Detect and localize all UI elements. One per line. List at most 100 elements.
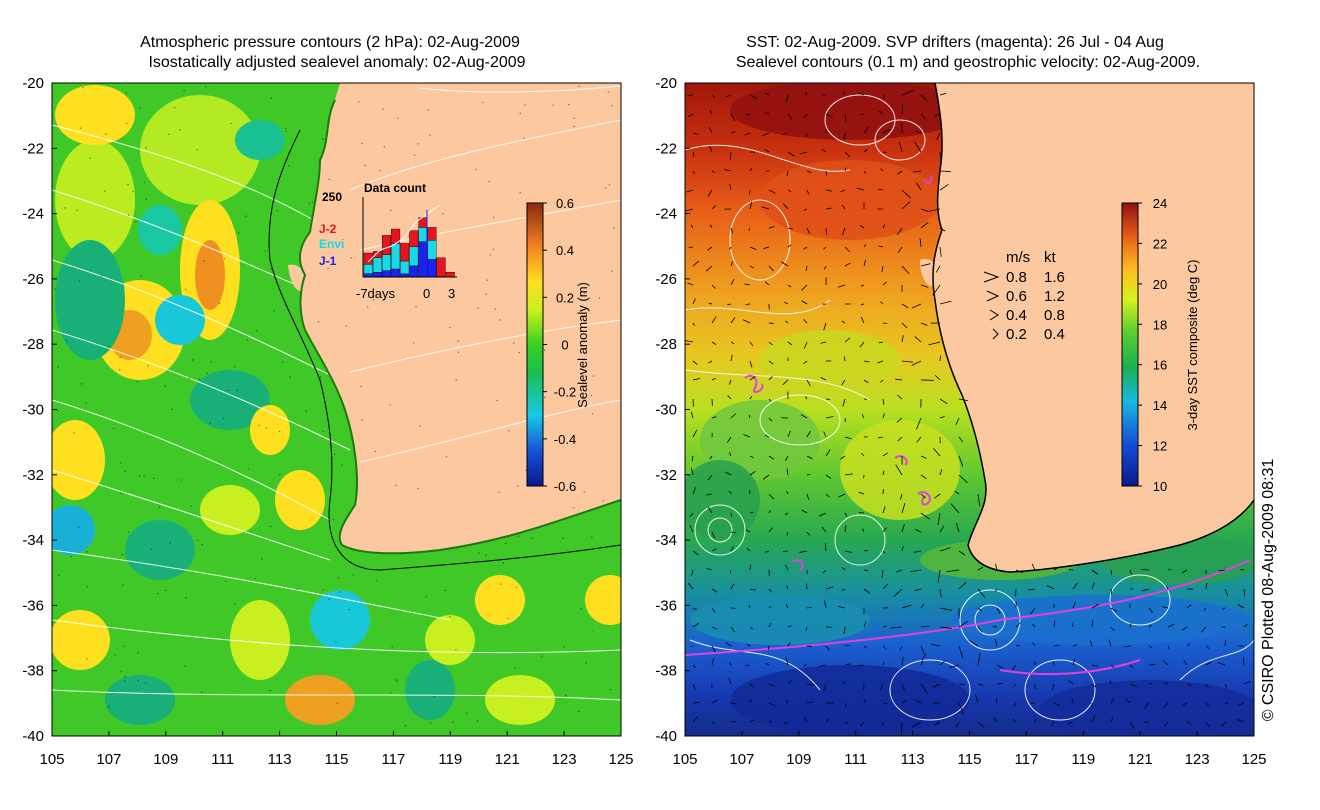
velocity-arrow [806,379,811,387]
velocity-arrow [726,436,732,443]
velocity-arrow [692,664,696,669]
velocity-arrow [897,436,903,442]
velocity-arrow [785,564,789,571]
velocity-arrow [996,607,1001,615]
velocity-arrow [825,207,832,210]
track-dot [492,248,495,251]
track-dot [57,410,59,412]
track-dot [430,722,432,724]
velocity-arrow [805,626,808,631]
velocity-arrow [690,411,694,419]
track-dot [584,292,586,294]
track-dot [222,417,225,420]
velocity-arrow [880,301,884,305]
track-dot [345,325,348,327]
velocity-arrow [863,645,868,649]
right-x-tick-label: 125 [1241,751,1266,768]
track-dot [104,190,106,192]
track-dot [580,608,582,610]
velocity-legend-arrow [992,328,999,340]
velocity-arrow [806,606,812,609]
track-dot [475,168,478,171]
velocity-arrow [920,683,929,694]
velocity-arrow [1091,620,1094,628]
velocity-arrow [1072,644,1078,647]
velocity-arrow [787,189,792,193]
velocity-arrow [1034,718,1037,723]
inset-bar-cyan [372,257,382,273]
velocity-arrow [882,452,888,457]
track-dot [518,351,520,354]
inset-bar-cyan [382,254,392,271]
right-y-tick-label: -26 [655,271,677,288]
velocity-arrow [687,113,694,118]
track-dot [246,339,249,341]
velocity-arrow [787,244,792,248]
track-dot [127,531,130,533]
velocity-arrow [691,455,694,462]
velocity-arrow [730,354,733,362]
velocity-arrow [730,261,734,267]
track-dot [54,288,57,290]
velocity-arrow [901,103,903,115]
track-dot [498,491,500,494]
track-dot [139,107,141,109]
track-dot [404,724,407,727]
velocity-arrow [749,395,753,400]
velocity-arrow [841,588,846,591]
track-dot [58,574,60,576]
velocity-arrow [920,113,926,120]
track-dot [543,396,546,399]
track-dot [153,477,155,480]
velocity-arrow [1181,569,1188,574]
velocity-arrow [728,677,732,685]
left-y-tick-label: -20 [22,75,44,92]
velocity-arrow [840,189,846,193]
velocity-arrow [706,265,713,272]
left-coastline [298,99,621,555]
velocity-arrow [1129,683,1138,688]
velocity-arrow [768,493,775,500]
velocity-arrow [787,284,792,288]
velocity-arrow [877,436,884,439]
velocity-arrow [1182,626,1188,631]
velocity-arrow [785,699,789,704]
track-dot [604,187,607,189]
track-dot [496,400,498,402]
velocity-arrow [1091,683,1096,688]
track-dot [254,577,257,580]
velocity-arrow [787,151,795,157]
velocity-arrow [825,113,833,119]
velocity-arrow [804,396,808,400]
velocity-arrow [880,168,884,172]
velocity-arrow [861,413,865,419]
velocity-arrow [893,588,903,597]
velocity-arrow [858,92,865,96]
velocity-arrow [1068,569,1074,571]
velocity-arrow [803,246,808,250]
velocity-arrow [1012,718,1017,723]
velocity-arrow [977,683,984,686]
velocity-arrow [958,474,968,484]
velocity-arrow [862,528,865,533]
velocity-arrow [933,448,941,457]
velocity-arrow [783,721,789,725]
velocity-arrow [901,303,909,309]
velocity-arrow [744,283,751,286]
velocity-arrow [1067,679,1074,685]
velocity-arrow [1110,697,1115,704]
track-dot [500,583,502,585]
velocity-arrow [730,413,736,419]
right-y-tick-label: -30 [655,402,677,419]
velocity-arrow [1182,702,1188,706]
track-dot [502,562,505,564]
track-dot [613,227,615,229]
velocity-arrow [901,322,908,329]
track-dot [591,412,594,415]
velocity-arrow [1124,645,1131,648]
track-dot [120,462,122,464]
velocity-arrow [939,469,943,476]
velocity-arrow [844,702,847,707]
velocity-arrow [928,341,941,346]
velocity-arrow [1237,719,1245,723]
